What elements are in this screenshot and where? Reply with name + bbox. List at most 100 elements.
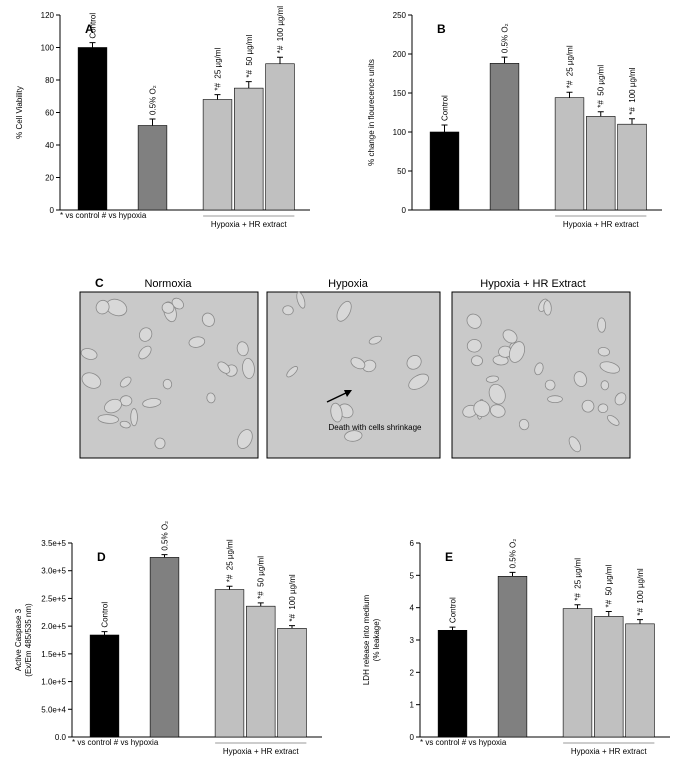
y-tick-label: 150	[393, 89, 407, 98]
bar	[489, 63, 520, 211]
y-axis-label: % Cell Viability	[15, 86, 24, 139]
y-tick-label: 0	[50, 206, 55, 215]
bar	[202, 99, 233, 211]
cell	[518, 418, 530, 431]
cell	[597, 317, 607, 333]
cell	[597, 403, 609, 414]
cell	[104, 398, 122, 414]
bar	[214, 589, 245, 738]
y-tick-label: 100	[41, 44, 55, 53]
cell	[296, 291, 306, 309]
error-bar	[597, 111, 604, 117]
y-tick-label: 1	[410, 701, 415, 710]
cell	[138, 327, 153, 342]
cell	[119, 376, 132, 388]
cell	[568, 436, 582, 453]
cell	[80, 348, 98, 360]
bar	[554, 97, 585, 211]
y-tick-label: 4	[410, 604, 415, 613]
bar-label: 50 µg/ml	[257, 556, 266, 587]
cell	[488, 383, 506, 405]
error-bar	[441, 124, 448, 132]
cell	[614, 392, 627, 406]
bar-label: Control	[449, 597, 458, 623]
error-bar	[629, 118, 635, 125]
error-bar	[214, 94, 221, 100]
significance-mark: *#	[574, 593, 583, 601]
cell	[162, 378, 173, 390]
cell	[473, 400, 491, 417]
cell	[282, 305, 294, 316]
significance-mark: *#	[226, 574, 235, 582]
bar-label: 100 µg/ml	[276, 6, 285, 42]
cell	[217, 361, 231, 374]
bar-label: 25 µg/ml	[214, 48, 223, 79]
bar	[137, 125, 168, 211]
y-tick-label: 5	[410, 571, 415, 580]
bar	[234, 87, 264, 211]
footnote: * vs control # vs hypoxia	[420, 738, 507, 747]
y-tick-label: 0	[402, 206, 407, 215]
y-tick-label: 3.0e+5	[41, 567, 66, 576]
error-bar	[637, 619, 643, 624]
y-tick-label: 2	[410, 668, 415, 677]
y-axis-label: (Ex/Em 485/535 nm)	[24, 603, 33, 677]
significance-mark: *#	[257, 591, 266, 599]
cell	[236, 341, 249, 357]
arrow-head	[344, 390, 352, 397]
cell	[485, 375, 499, 383]
significance-mark: *#	[288, 613, 297, 621]
y-tick-label: 1.5e+5	[41, 650, 66, 659]
y-tick-label: 1.0e+5	[41, 678, 66, 687]
cell	[547, 395, 563, 404]
bar	[429, 131, 460, 211]
y-tick-label: 5.0e+4	[41, 705, 66, 714]
cell	[573, 371, 588, 387]
error-bar	[101, 631, 108, 636]
y-tick-label: 250	[393, 11, 407, 20]
significance-mark: *#	[636, 608, 645, 616]
error-bar	[257, 602, 264, 607]
cell	[489, 404, 506, 418]
bar-label: Control	[89, 13, 98, 39]
error-bar	[574, 604, 581, 609]
cell	[344, 430, 363, 442]
cell	[330, 402, 343, 423]
cell	[600, 380, 610, 391]
error-bar	[161, 554, 168, 558]
significance-mark: *#	[597, 100, 606, 108]
significance-mark: *#	[628, 107, 637, 115]
bar	[625, 623, 655, 738]
y-tick-label: 200	[393, 50, 407, 59]
y-tick-label: 40	[45, 141, 54, 150]
cell	[161, 301, 175, 314]
bar	[594, 616, 624, 738]
cell	[544, 379, 556, 391]
cell	[471, 355, 483, 367]
group-label: Hypoxia + HR extract	[563, 220, 640, 229]
error-bar	[289, 625, 295, 629]
cell	[130, 408, 138, 427]
y-tick-label: 80	[45, 76, 54, 85]
cell	[188, 336, 206, 348]
cell	[171, 297, 184, 310]
cell	[97, 414, 119, 424]
error-bar	[605, 611, 612, 617]
cell	[597, 347, 611, 357]
bar-label: 50 µg/ml	[605, 564, 614, 595]
bar	[617, 123, 647, 211]
footnote: * vs control # vs hypoxia	[60, 211, 147, 220]
error-bar	[149, 118, 156, 126]
error-bar	[277, 56, 283, 64]
y-tick-label: 0.0	[55, 733, 67, 742]
significance-mark: *#	[566, 80, 575, 88]
cell	[142, 398, 162, 408]
y-axis-label: Active Caspase 3	[14, 608, 23, 671]
cell	[466, 313, 482, 329]
y-tick-label: 100	[393, 128, 407, 137]
bar-label: Control	[441, 95, 450, 121]
bar-label: 0.5% O₂	[149, 85, 158, 115]
y-axis-label: % change in flourecence units	[367, 59, 376, 166]
image-title: Hypoxia	[328, 278, 369, 290]
